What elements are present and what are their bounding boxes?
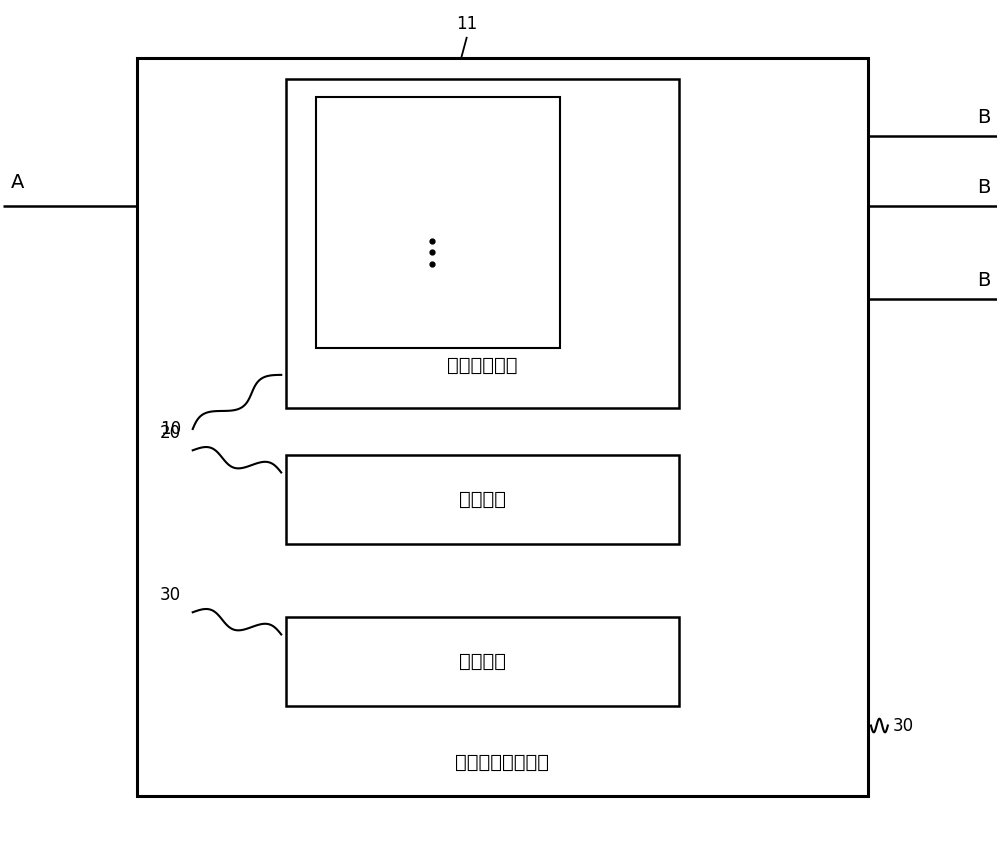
Text: 10: 10 — [160, 420, 181, 438]
Bar — [137, 58, 868, 795]
Text: B: B — [977, 178, 990, 197]
Text: A: A — [11, 173, 24, 192]
Bar — [286, 455, 679, 544]
Text: 30: 30 — [893, 716, 914, 734]
Text: B: B — [977, 271, 990, 291]
Text: 电池充电切换装置: 电池充电切换装置 — [455, 752, 549, 772]
Bar — [316, 97, 560, 348]
Text: B: B — [977, 108, 990, 127]
Bar — [286, 617, 679, 706]
Text: 微控制器: 微控制器 — [459, 490, 506, 509]
Text: 30: 30 — [160, 586, 181, 604]
Text: 20: 20 — [160, 424, 181, 442]
Text: 电子开关矩阵: 电子开关矩阵 — [447, 355, 518, 375]
Text: 通讯电路: 通讯电路 — [459, 652, 506, 671]
Text: 11: 11 — [456, 15, 478, 33]
Bar — [286, 80, 679, 408]
